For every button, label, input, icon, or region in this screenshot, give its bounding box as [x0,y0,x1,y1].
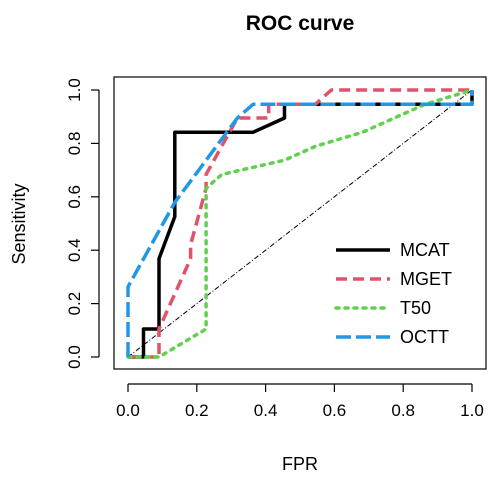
series-line-mget [128,88,472,359]
chart-title: ROC curve [246,12,355,35]
x-tick-label: 0.4 [254,401,278,420]
legend: MCAT MGET T50 OCTT [334,240,452,347]
x-tick-label: 0.0 [116,401,140,420]
x-tick-label: 0.8 [391,401,415,420]
legend-label-mget: MGET [400,269,452,289]
legend-label-mcat: MCAT [400,240,450,260]
x-tick-label: 1.0 [460,401,484,420]
x-tick-label: 0.2 [185,401,209,420]
diagonal-reference-line [127,89,473,358]
y-axis-label: Sensitivity [9,183,29,264]
legend-label-octt: OCTT [400,327,449,347]
series-line-octt [126,90,474,357]
plot-frame [113,76,487,370]
series-line-t50 [126,88,474,359]
series-layer [126,88,474,359]
axes-layer: 0.0 0.2 0.4 0.6 0.8 1.0 0.0 0.2 0.4 0.6 0.8 1.0 [65,78,484,420]
y-tick-label: 0.2 [65,292,84,316]
x-tick-label: 0.6 [323,401,347,420]
y-tick-label: 1.0 [65,78,84,102]
y-tick-label: 0.0 [65,345,84,369]
y-tick-label: 0.4 [65,238,84,262]
legend-label-t50: T50 [400,298,431,318]
y-tick-label: 0.6 [65,185,84,209]
y-tick-label: 0.8 [65,132,84,156]
diagonal-layer [127,89,473,358]
x-axis-label: FPR [282,454,318,474]
